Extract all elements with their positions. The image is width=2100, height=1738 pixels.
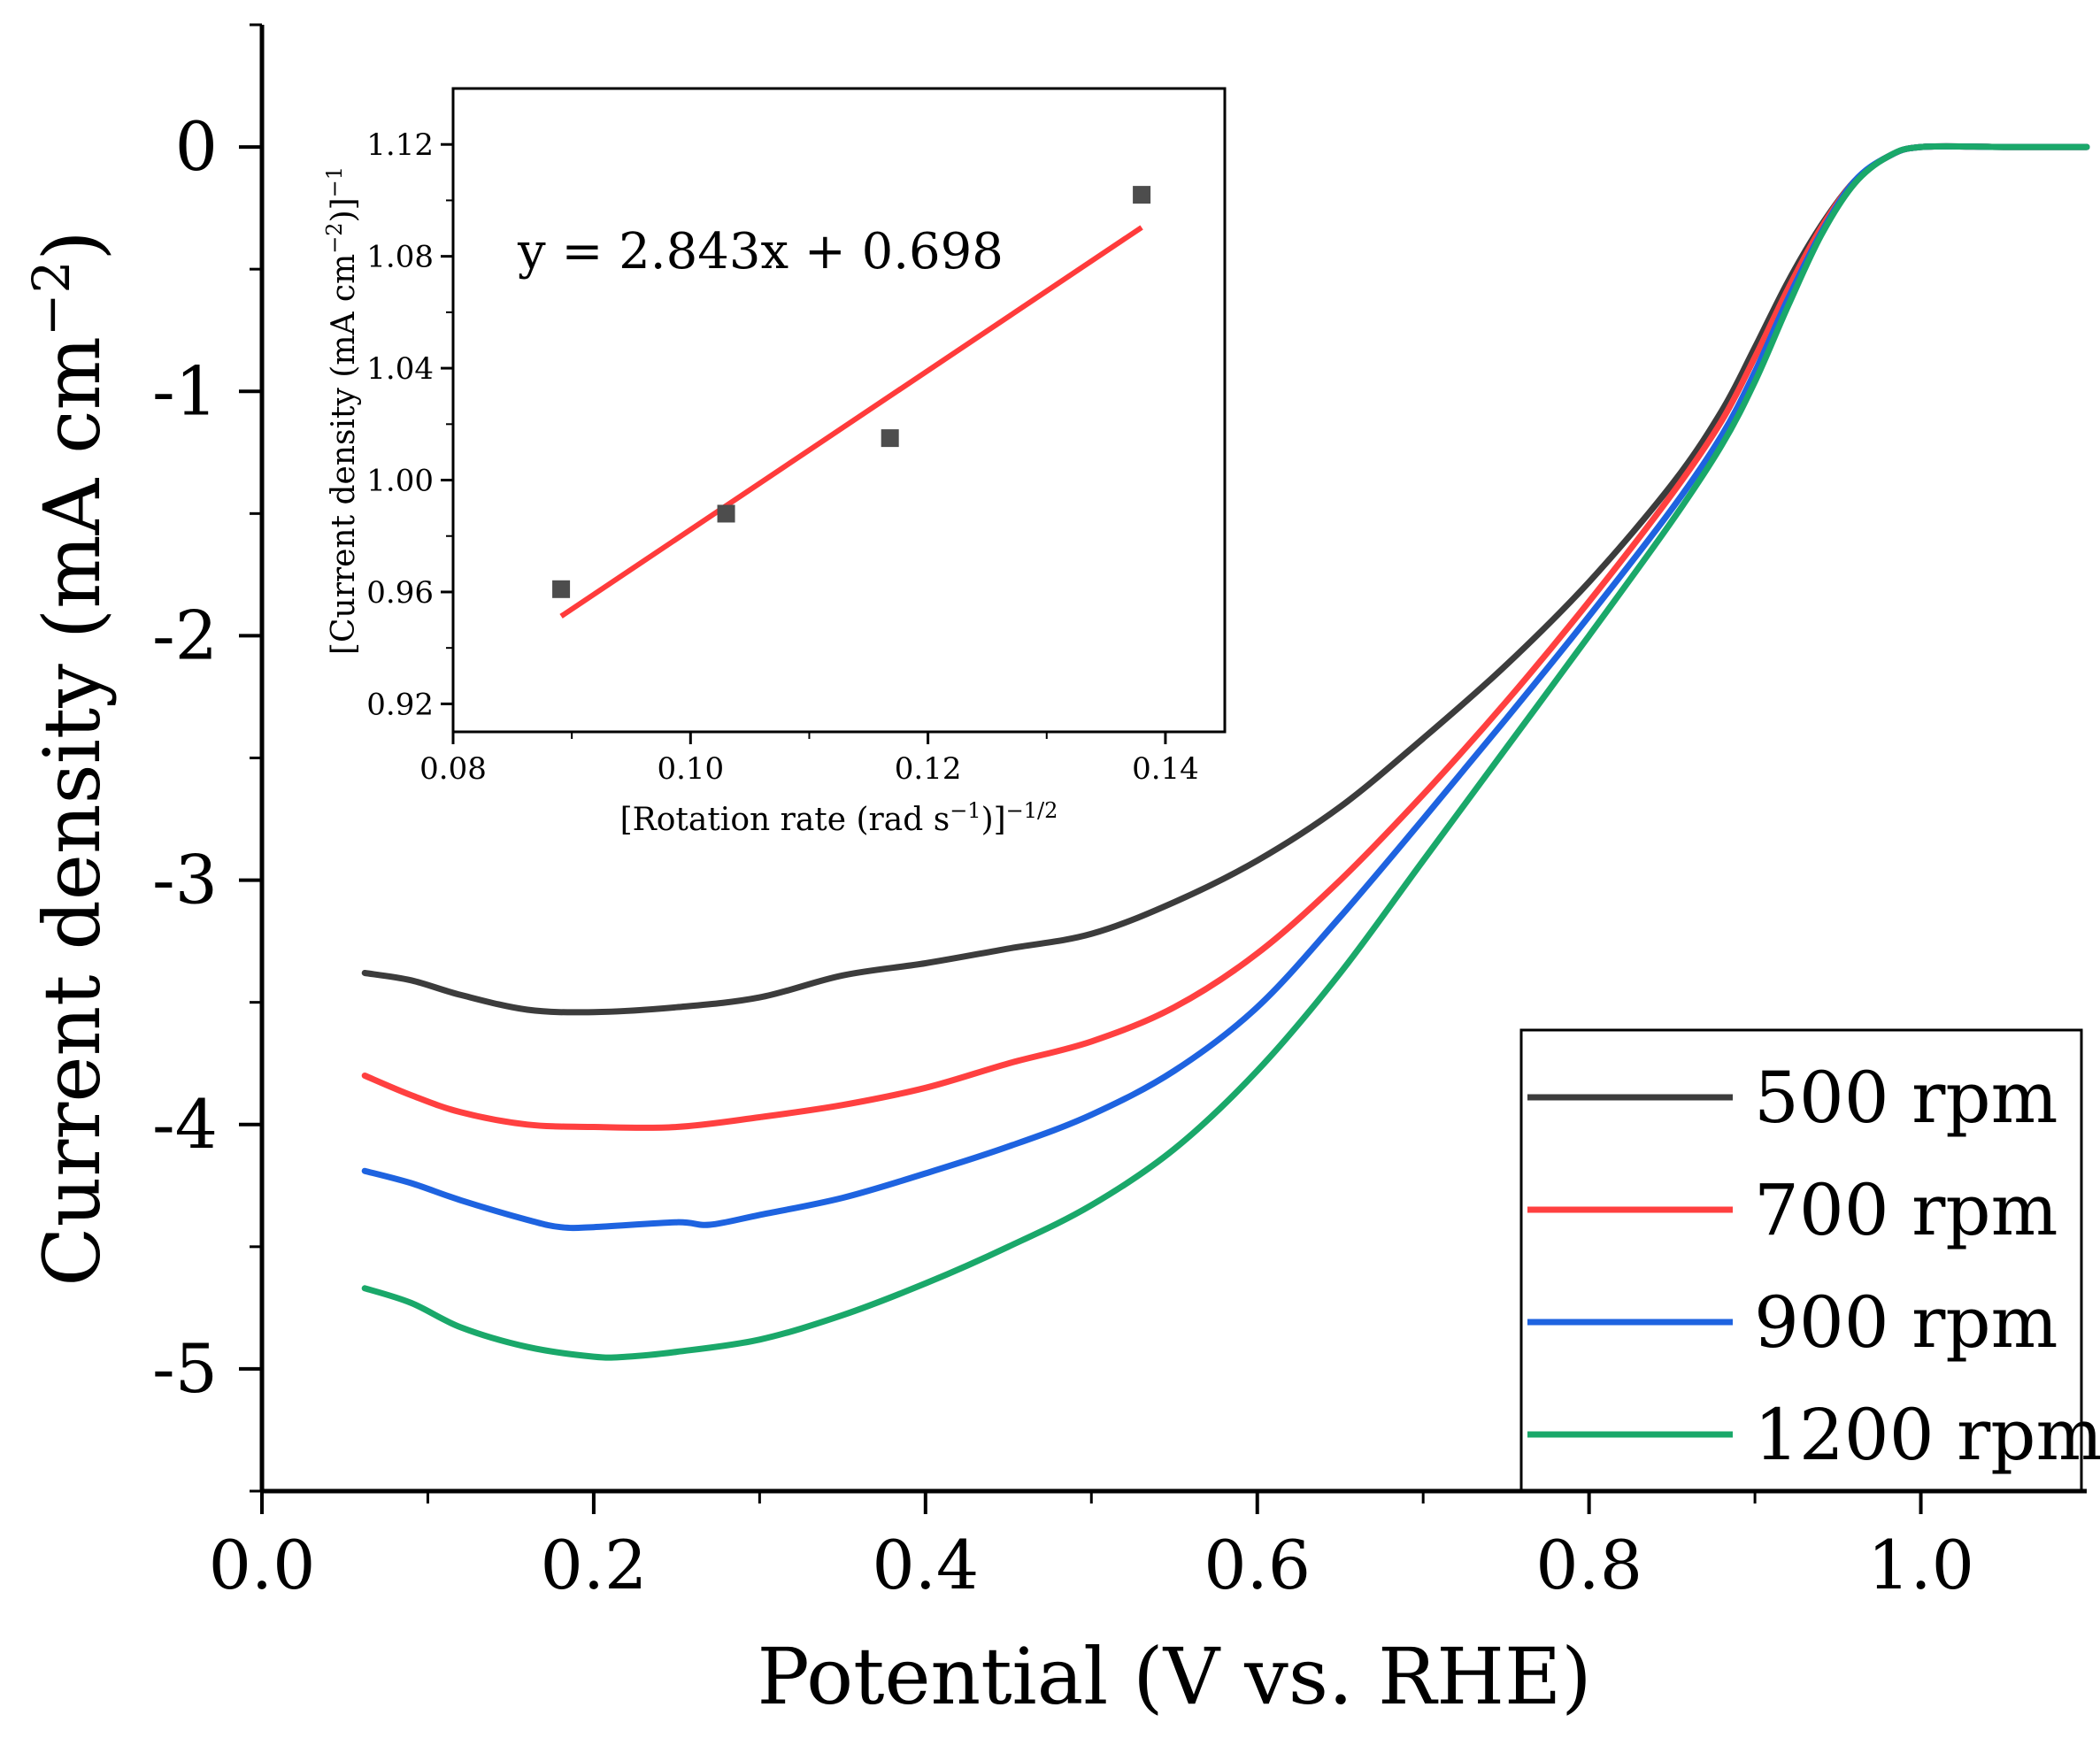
inset-points: [552, 186, 1151, 598]
y-axis-label: Current density (mA cm−2): [21, 230, 118, 1287]
inset-x-tick-label: 0.10: [657, 751, 724, 787]
legend-items: 500 rpm 700 rpm 900 rpm 1200 rpm: [1527, 1057, 2100, 1476]
inset-data-point: [1133, 186, 1151, 204]
legend-box: [1519, 1028, 2083, 1492]
inset-data-point: [881, 429, 899, 448]
inset-x-label-sup1: −1: [950, 798, 981, 823]
main-axes: 0.0 0.2 0.4 0.6 0.8 1.0 0 -1 -2 -3 -4 -5: [152, 23, 2087, 1604]
y-axis-label-main: Current density (mA cm: [27, 336, 118, 1287]
inset-y-label-sup1: −2: [322, 222, 347, 253]
series-line-4: [361, 142, 2090, 1361]
inset-y-ticks: 0.92 0.96 1.00 1.04 1.08 1.12: [366, 127, 453, 722]
inset-y-tick-label: 0.96: [366, 575, 434, 611]
main-x-ticks: 0.0 0.2 0.4 0.6 0.8 1.0: [209, 1491, 1974, 1604]
y-tick-label: -1: [152, 351, 218, 430]
inset-y-tick-label: 0.92: [366, 687, 434, 722]
inset-fit: [559, 225, 1143, 619]
legend: 500 rpm 700 rpm 900 rpm 1200 rpm: [1519, 1028, 2100, 1492]
x-tick-label: 0.2: [540, 1526, 647, 1604]
y-axis-label-sup: −2: [21, 261, 81, 337]
y-tick-label: -2: [152, 596, 218, 674]
inset-fit-equation: y = 2.843x + 0.698: [517, 223, 1004, 281]
y-tick-label: 0: [175, 107, 218, 186]
x-tick-label: 1.0: [1867, 1526, 1974, 1604]
inset-y-tick-label: 1.08: [366, 240, 434, 275]
inset-x-label-mid: )]: [981, 802, 1006, 838]
legend-label: 700 rpm: [1754, 1169, 2058, 1251]
x-tick-label: 0.6: [1204, 1526, 1311, 1604]
inset-data-point: [552, 580, 571, 598]
y-tick-label: -4: [152, 1085, 218, 1164]
inset-x-tick-label: 0.08: [419, 751, 487, 787]
inset-x-ticks: 0.08 0.10 0.12 0.14: [419, 732, 1199, 787]
inset-data-point: [717, 504, 735, 523]
inset-y-tick-label: 1.12: [366, 127, 434, 163]
x-tick-label: 0.4: [872, 1526, 979, 1604]
y-tick-label: -3: [152, 841, 218, 919]
inset-y-label-mid: )]: [326, 197, 362, 222]
inset-frame: [451, 87, 1227, 734]
inset-x-label-main: [Rotation rate (rad s: [620, 802, 950, 838]
inset-chart: 0.08 0.10 0.12 0.14 0.92 0.96 1.00 1.04 1.08 1.1…: [322, 87, 1227, 838]
inset-x-axis-label: [Rotation rate (rad s−1)]−1/2: [620, 798, 1058, 838]
inset-y-label-sup2: −1: [322, 166, 347, 197]
inset-y-label-main: [Current density (mA cm: [326, 254, 362, 655]
inset-fit-line: [559, 225, 1143, 619]
legend-label: 500 rpm: [1754, 1057, 2058, 1139]
inset-y-tick-label: 1.04: [366, 351, 434, 387]
inset-y-axis-label: [Current density (mA cm−2)]−1: [322, 166, 362, 655]
x-axis-label: Potential (V vs. RHE): [757, 1631, 1591, 1722]
inset-x-tick-label: 0.14: [1132, 751, 1199, 787]
main-series: [361, 142, 2090, 1361]
legend-label: 900 rpm: [1754, 1281, 2058, 1364]
inset-y-tick-label: 1.00: [366, 464, 434, 499]
main-y-ticks: 0 -1 -2 -3 -4 -5: [152, 23, 262, 1493]
y-axis-label-close: ): [27, 230, 118, 260]
x-tick-label: 0.8: [1535, 1526, 1642, 1604]
y-tick-label: -5: [152, 1329, 218, 1408]
inset-x-label-sup2: −1/2: [1006, 798, 1058, 823]
inset-x-tick-label: 0.12: [895, 751, 962, 787]
legend-label: 1200 rpm: [1754, 1394, 2100, 1476]
x-tick-label: 0.0: [209, 1526, 316, 1604]
